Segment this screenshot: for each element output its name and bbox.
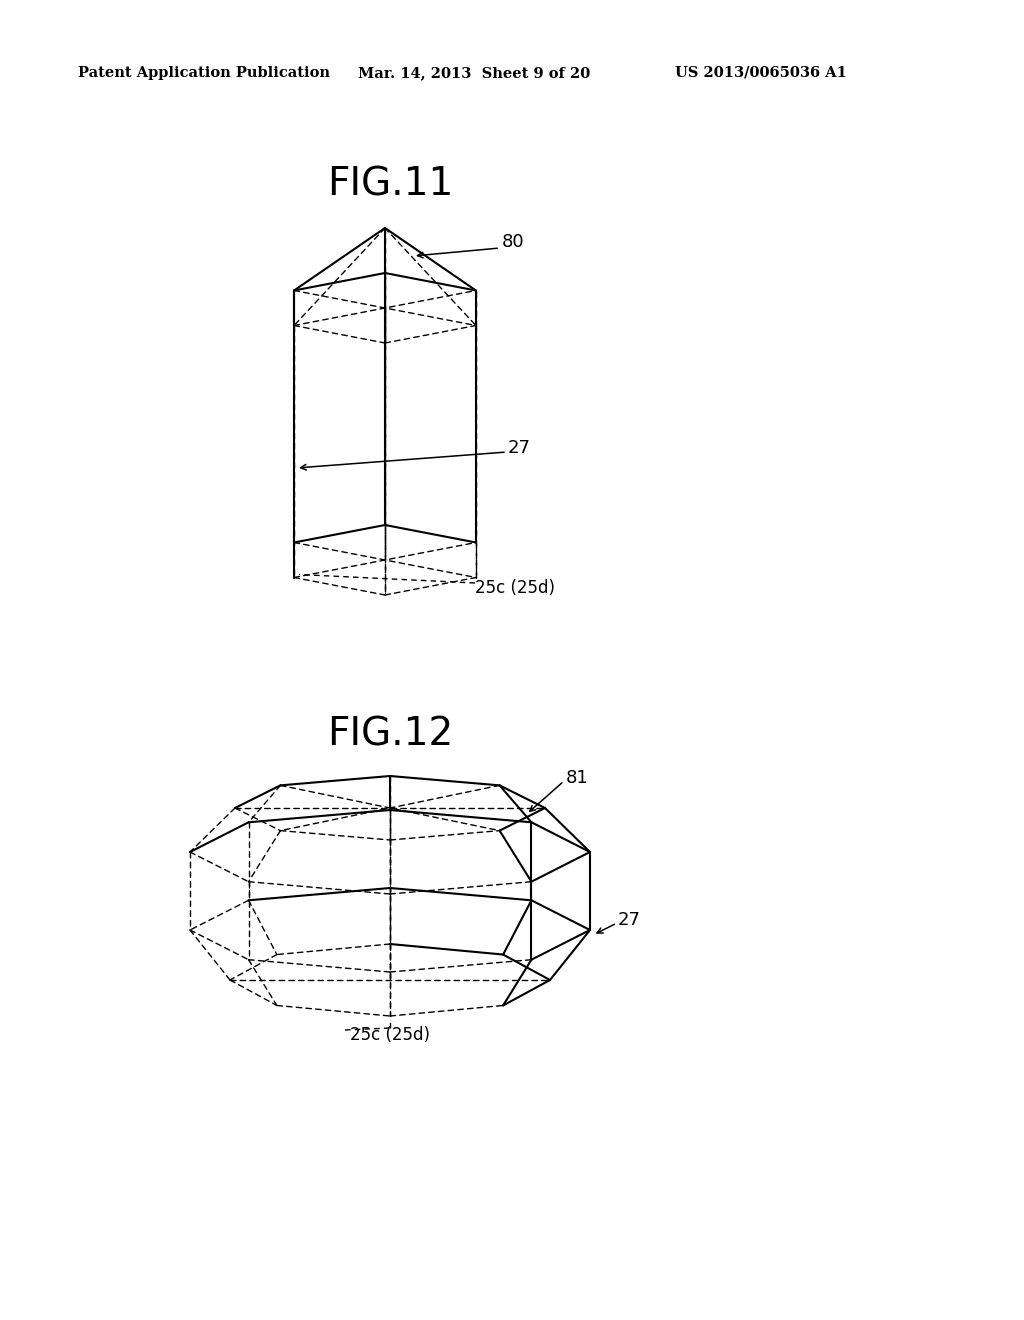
Text: FIG.12: FIG.12 (327, 715, 454, 754)
Text: 27: 27 (508, 440, 531, 457)
Text: FIG.11: FIG.11 (327, 166, 454, 205)
Text: 25c (25d): 25c (25d) (475, 579, 555, 597)
Text: 27: 27 (618, 911, 641, 929)
Text: Patent Application Publication: Patent Application Publication (78, 66, 330, 81)
Text: Mar. 14, 2013  Sheet 9 of 20: Mar. 14, 2013 Sheet 9 of 20 (358, 66, 590, 81)
Text: US 2013/0065036 A1: US 2013/0065036 A1 (675, 66, 847, 81)
Text: 25c (25d): 25c (25d) (350, 1026, 430, 1044)
Text: 80: 80 (502, 234, 524, 251)
Text: 81: 81 (566, 770, 589, 787)
